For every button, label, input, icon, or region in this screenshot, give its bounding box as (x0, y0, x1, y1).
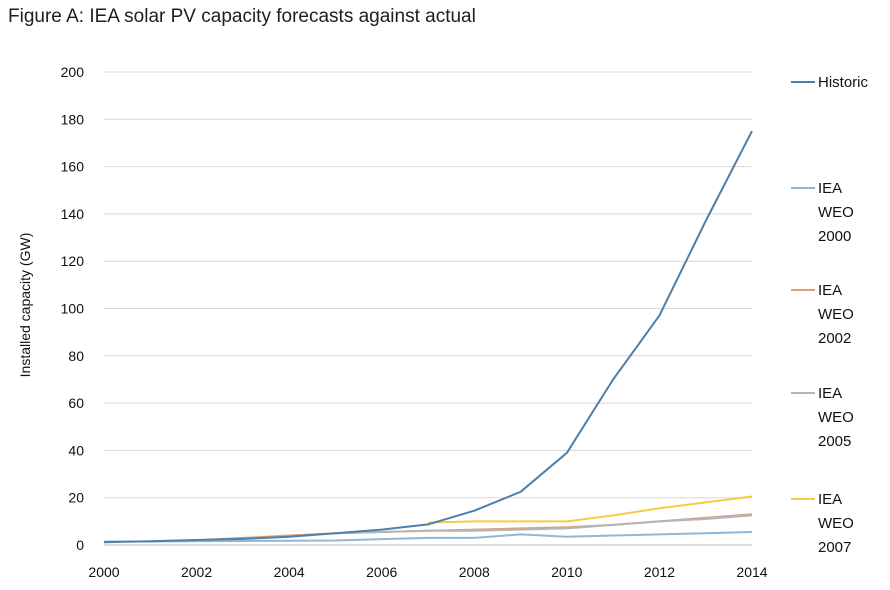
x-tick-label: 2008 (459, 564, 490, 580)
series-line-iea-weo-2007 (427, 495, 753, 524)
gridlines (104, 71, 752, 546)
chart-title: Figure A: IEA solar PV capacity forecast… (8, 6, 476, 27)
x-tick-label: 2004 (274, 564, 305, 580)
y-tick-label: 180 (61, 111, 85, 127)
x-tick-label: 2002 (181, 564, 212, 580)
legend-label: IEA WEO 2000 (818, 180, 854, 245)
y-tick-label: 140 (61, 206, 85, 222)
y-tick-label: 200 (61, 64, 85, 80)
y-tick-label: 160 (61, 159, 85, 175)
x-tick-label: 2010 (551, 564, 582, 580)
x-axis-ticks: 2000 2002 2004 2006 2008 2010 2012 2014 (88, 564, 767, 580)
y-tick-label: 20 (68, 490, 84, 506)
x-tick-label: 2000 (88, 564, 119, 580)
y-tick-label: 40 (68, 442, 84, 458)
series-line-historic (103, 130, 753, 544)
legend-label: IEA WEO 2005 (818, 385, 854, 450)
legend-label: IEA WEO 2002 (818, 282, 854, 347)
legend-label: IEA WEO 2007 (818, 491, 854, 556)
y-tick-label: 80 (68, 348, 84, 364)
x-tick-label: 2006 (366, 564, 397, 580)
x-tick-label: 2012 (644, 564, 675, 580)
series-lines (103, 130, 753, 544)
y-tick-label: 0 (76, 537, 84, 553)
y-axis-ticks: 0 20 40 60 80 100 120 140 160 180 200 (61, 64, 85, 553)
y-tick-label: 120 (61, 253, 85, 269)
y-axis-label: Installed capacity (GW) (17, 233, 33, 378)
x-tick-label: 2014 (736, 564, 767, 580)
series-line-iea-weo-2005 (335, 514, 753, 535)
y-tick-label: 100 (61, 301, 85, 317)
legend: Historic IEA WEO 2000 IEA WEO 2002 IEA WEO 2005 IE… (791, 74, 869, 556)
series-line-iea-weo-2000 (104, 531, 753, 543)
y-tick-label: 60 (68, 395, 84, 411)
legend-label: Historic (818, 74, 869, 91)
